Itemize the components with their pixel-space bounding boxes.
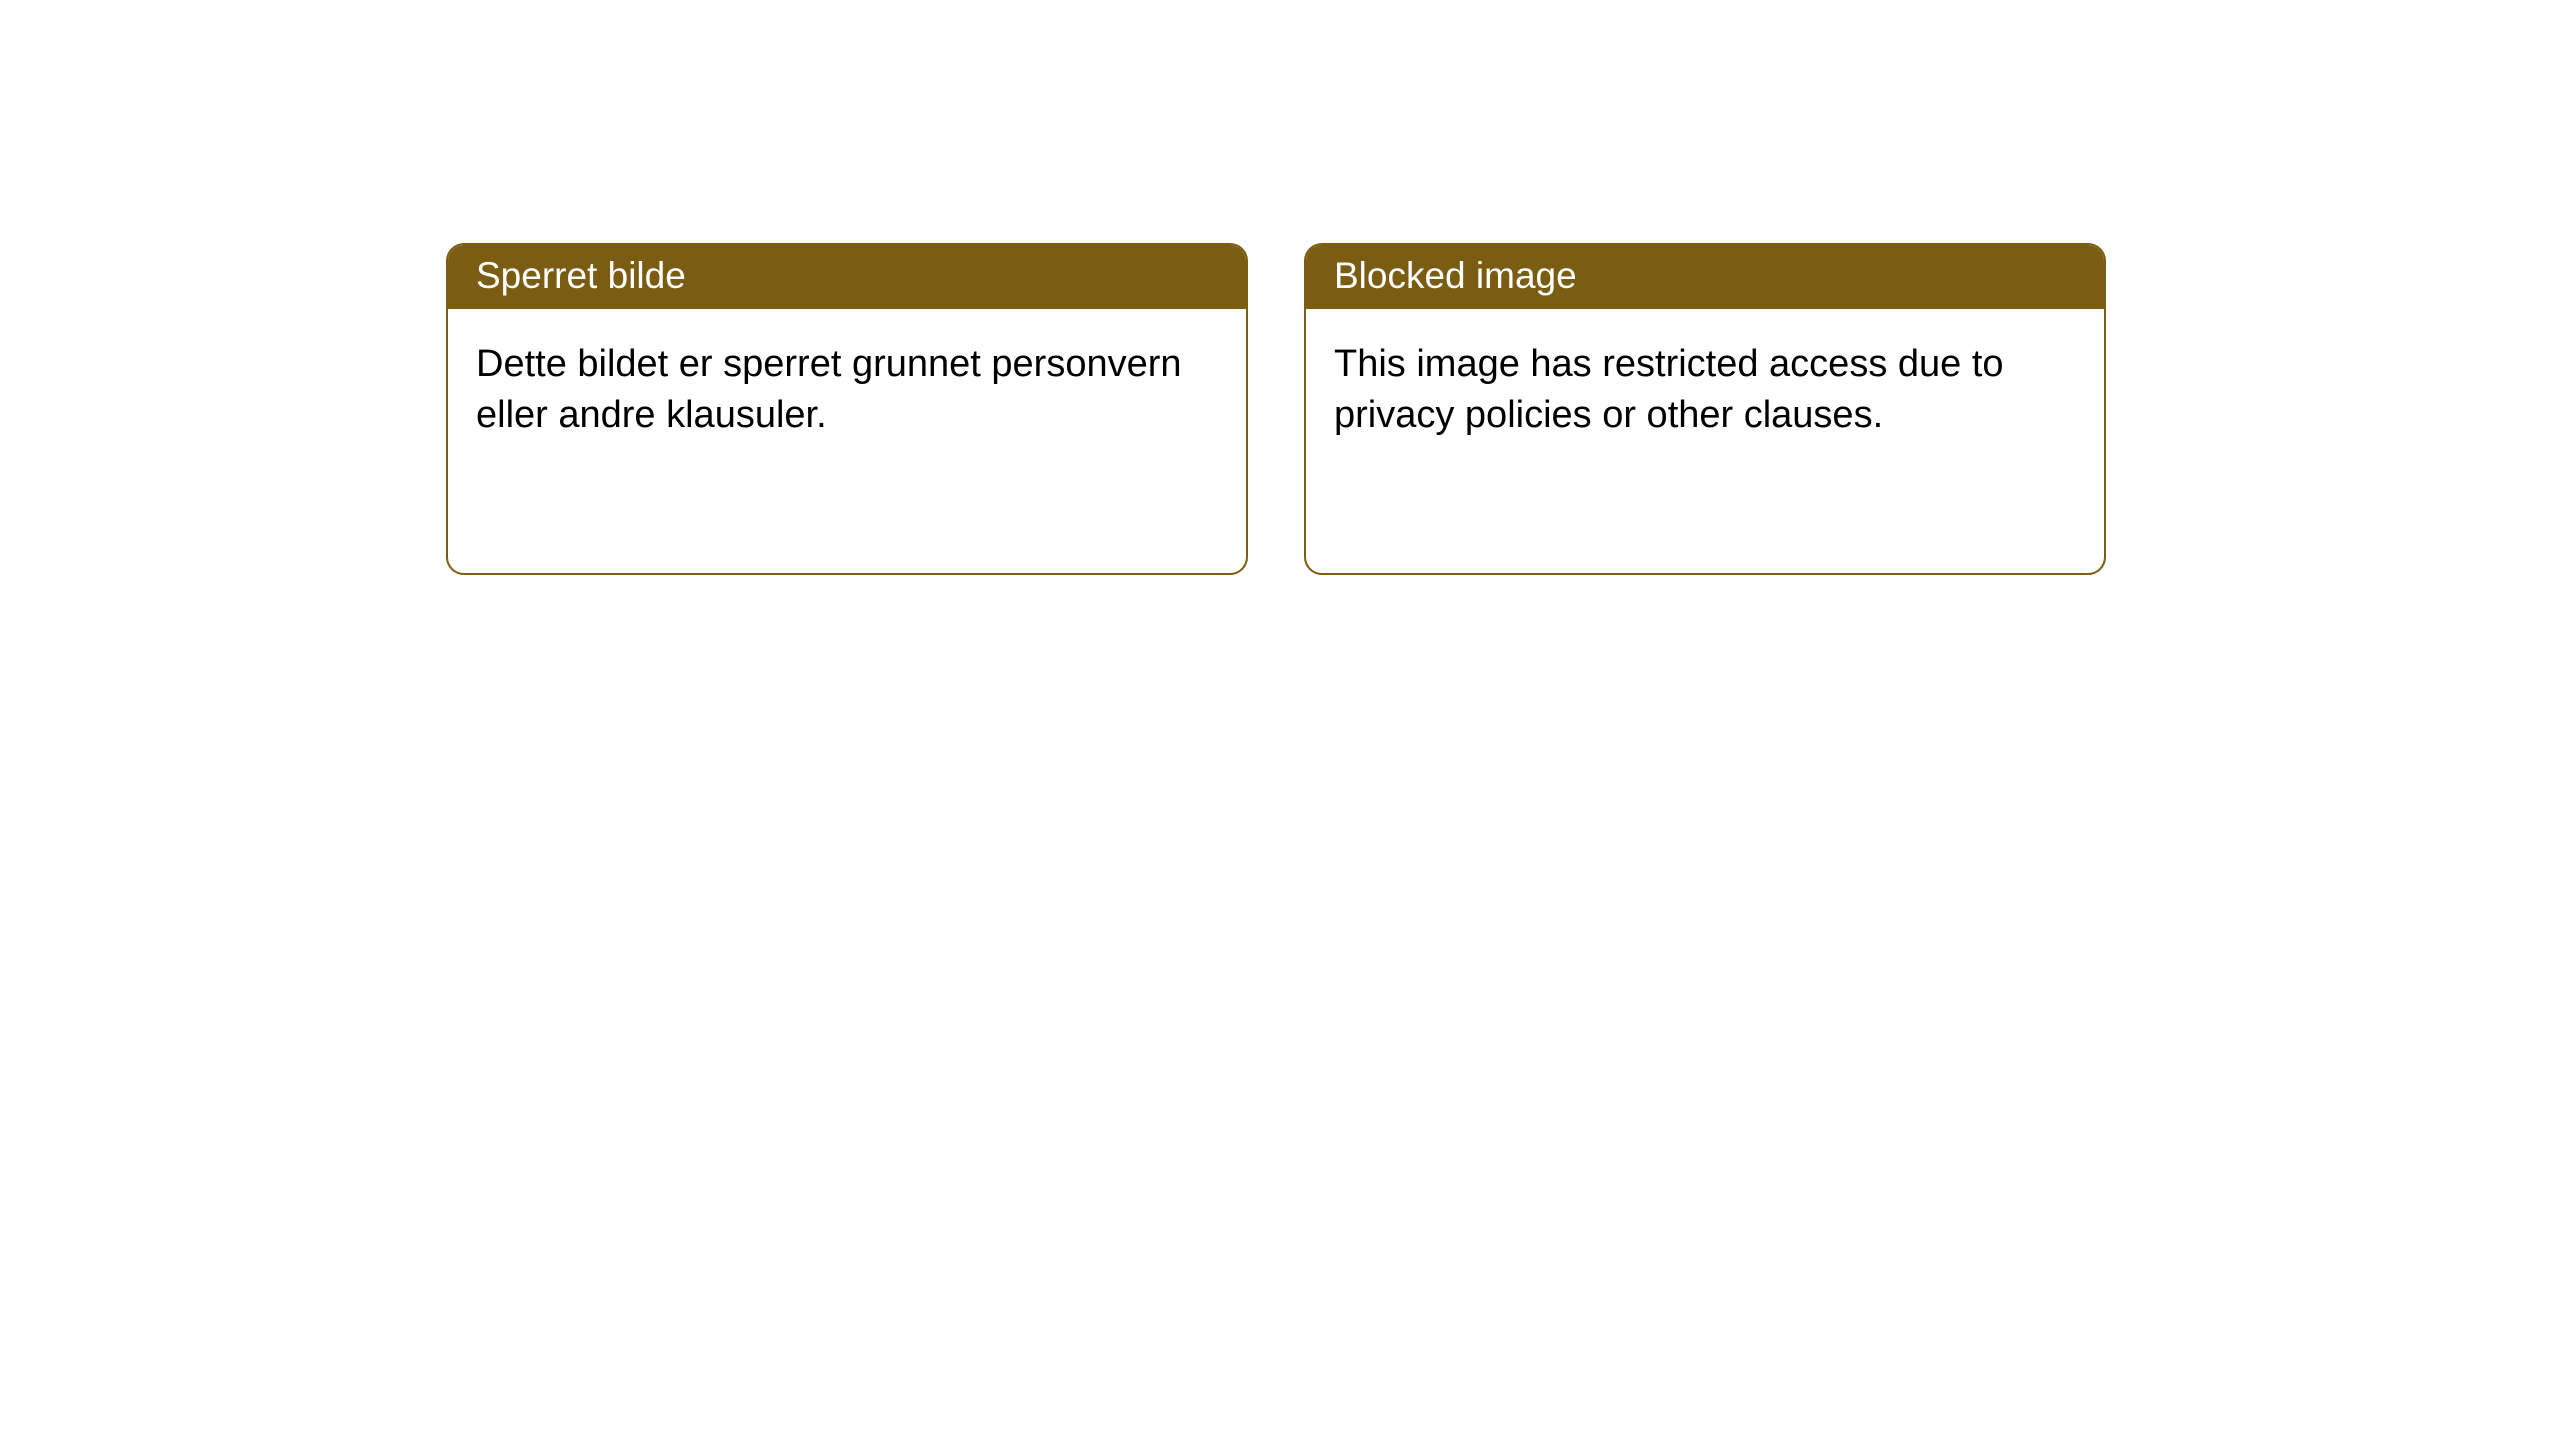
notice-card-body-no: Dette bildet er sperret grunnet personve… — [448, 309, 1246, 472]
notice-body-text-no: Dette bildet er sperret grunnet personve… — [476, 343, 1182, 436]
notice-cards-container: Sperret bilde Dette bildet er sperret gr… — [446, 243, 2106, 575]
notice-card-header-no: Sperret bilde — [448, 245, 1246, 309]
notice-card-body-en: This image has restricted access due to … — [1306, 309, 2104, 472]
notice-card-en: Blocked image This image has restricted … — [1304, 243, 2106, 575]
notice-card-header-en: Blocked image — [1306, 245, 2104, 309]
notice-title-en: Blocked image — [1334, 255, 1577, 296]
notice-body-text-en: This image has restricted access due to … — [1334, 343, 2004, 436]
notice-title-no: Sperret bilde — [476, 255, 686, 296]
notice-card-no: Sperret bilde Dette bildet er sperret gr… — [446, 243, 1248, 575]
